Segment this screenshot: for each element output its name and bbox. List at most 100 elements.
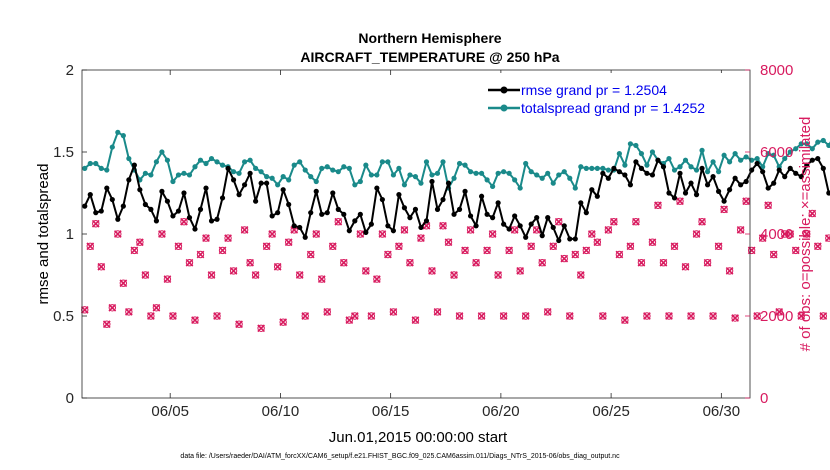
spread-point [357,178,363,185]
rmse-point [556,237,562,244]
spread-point [688,164,694,170]
rmse-point [594,193,600,199]
spread-point [771,152,777,158]
y-right-tick-label: 6000 [760,144,793,161]
y-axis-left-label: rmse and totalspread [35,164,52,305]
obs-possible-point [560,254,568,263]
rmse-point [815,155,821,162]
obs-assimilated-point [808,209,817,218]
rmse-point [137,187,143,193]
spread-point [412,174,419,180]
obs-possible-point [461,246,469,255]
rmse-point [682,190,689,196]
rmse-point [109,196,115,203]
obs-possible-point [196,250,205,259]
rmse-point [677,170,683,176]
obs-assimilated-point [587,230,596,238]
rmse-point [407,215,413,221]
obs-assimilated-point [213,312,221,320]
rmse-point [401,205,408,211]
spread-point [82,165,88,171]
obs-assimilated-point [406,258,414,267]
rmse-point [798,174,804,180]
spread-point [247,157,253,163]
rmse-point [660,164,667,170]
obs-assimilated-point [802,230,811,238]
obs-possible-point [389,308,398,316]
rmse-point [622,172,628,178]
rmse-point [385,223,391,229]
rmse-point [495,200,501,206]
spread-point [440,159,446,165]
obs-assimilated-point [246,258,254,267]
rmse-point [467,213,474,219]
legend: rmse grand pr = 1.2504 totalspread grand… [483,73,749,120]
rmse-point [456,206,463,212]
obs-assimilated-point [609,217,618,226]
spread-point [192,164,198,170]
spread-point [175,172,182,178]
obs-possible-point [731,314,739,322]
spread-point [782,155,788,162]
obs-possible-point [681,263,690,271]
obs-assimilated-point [301,312,310,320]
legend-label-rmse: rmse grand pr = 1.2504 [521,82,667,98]
obs-possible-point [808,209,816,218]
rmse-point [616,169,622,175]
spread-point [616,151,622,157]
obs-assimilated-point [510,226,519,234]
spread-point [622,162,628,168]
rmse-point [688,180,694,186]
obs-assimilated-point [477,312,486,320]
obs-assimilated-point [417,234,425,242]
y-left-tick-label: 1 [66,226,74,243]
obs-possible-point [114,230,122,238]
rmse-point [357,211,363,217]
rmse-point [440,196,446,203]
spread-point [809,146,815,152]
rmse-point [82,203,88,209]
obs-assimilated-point [384,250,392,259]
obs-assimilated-point [306,250,315,259]
obs-assimilated-point [758,234,767,242]
obs-assimilated-point [130,246,139,255]
obs-assimilated-point [411,316,420,324]
obs-possible-point [296,271,304,279]
obs-assimilated-point [389,308,398,316]
spread-point [721,152,727,158]
rmse-point [346,228,352,234]
spread-point [517,185,523,191]
obs-assimilated-point [163,275,172,283]
obs-assimilated-point [361,267,370,275]
obs-possible-point [725,267,734,275]
obs-possible-point [240,226,249,234]
rmse-point [275,210,281,216]
rmse-point [148,206,154,212]
obs-assimilated-point [345,316,354,324]
spread-point [539,175,545,181]
obs-possible-point [169,312,177,320]
obs-possible-point [753,312,761,320]
spread-point [208,155,215,162]
obs-possible-point [499,312,508,320]
obs-possible-point [378,230,387,238]
rmse-point [473,223,479,229]
spread-point [743,154,749,160]
obs-assimilated-point [681,262,690,271]
spread-point [693,167,700,173]
obs-assimilated-point [494,271,502,279]
obs-assimilated-point [251,271,260,279]
obs-possible-point [81,306,89,314]
obs-possible-point [384,250,392,259]
obs-possible-point [494,271,502,279]
obs-assimilated-point [152,303,161,312]
obs-assimilated-point [687,312,695,320]
obs-possible-point [125,308,133,316]
rmse-point [368,221,374,227]
rmse-point [247,170,253,176]
rmse-point [170,213,176,219]
obs-assimilated-point [185,258,194,267]
rmse-point [462,188,468,194]
obs-assimilated-point [775,308,784,316]
